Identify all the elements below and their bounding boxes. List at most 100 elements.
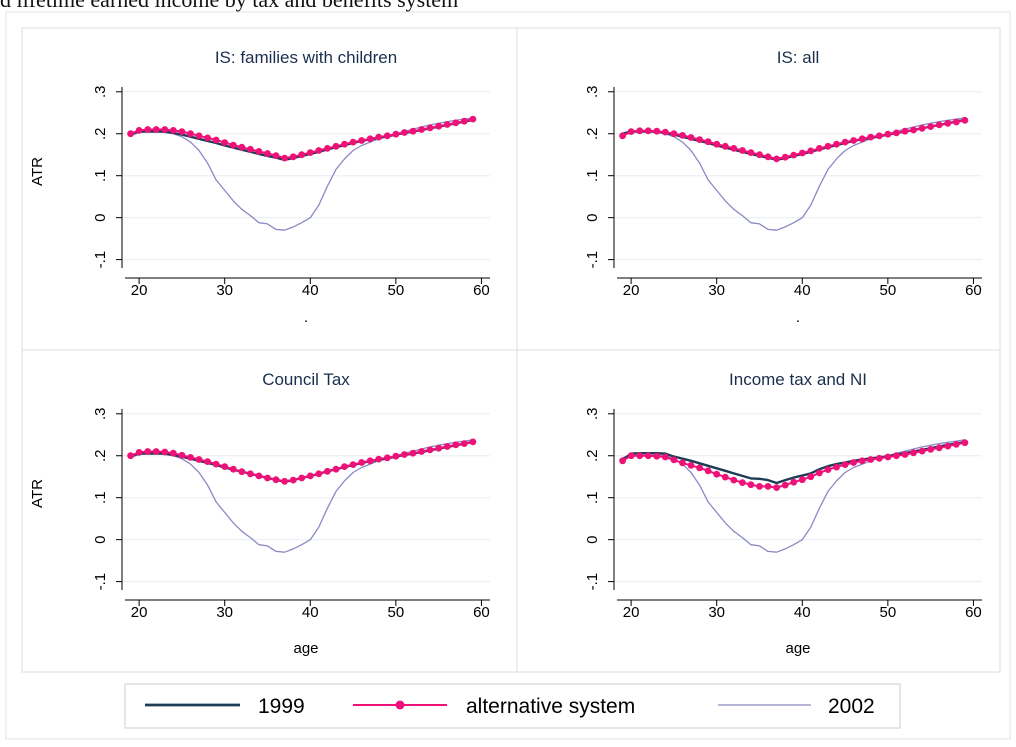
data-point	[910, 449, 917, 457]
data-point	[739, 479, 746, 486]
data-point	[756, 151, 763, 159]
legend-label: alternative system	[466, 695, 635, 718]
chart-panel-1: -.1 0 .1 .2 .3 20 30 40 50 60 IS: families with ch…	[29, 48, 490, 326]
data-point	[952, 441, 960, 448]
data-point	[255, 148, 263, 155]
data-point	[204, 458, 212, 465]
data-point	[426, 124, 434, 132]
data-point	[341, 140, 348, 148]
data-point	[627, 128, 635, 136]
data-point	[644, 127, 652, 135]
data-point	[161, 126, 169, 133]
data-point	[401, 451, 408, 458]
data-point	[901, 451, 909, 458]
data-point	[850, 137, 857, 144]
x-tick-label: 20	[623, 282, 640, 299]
chart-panel-4: -.1 0 .1 .2 .3 20 30 40 50 60 Income tax and NI age	[584, 370, 982, 657]
data-point	[409, 449, 417, 457]
data-point	[443, 443, 451, 450]
data-point	[867, 456, 875, 463]
data-point	[229, 141, 237, 149]
data-point	[653, 127, 661, 135]
x-tick-label: 50	[880, 604, 897, 621]
data-point	[927, 446, 935, 453]
x-tick-label: 30	[708, 282, 725, 299]
data-point	[178, 128, 186, 136]
data-point	[858, 135, 866, 143]
y-tick-label: .3	[92, 86, 109, 99]
y-tick-label: -.1	[584, 573, 601, 591]
data-point	[627, 452, 635, 460]
data-point	[358, 137, 365, 144]
y-tick-label: .1	[92, 491, 109, 504]
data-point	[747, 481, 755, 489]
data-point	[961, 116, 969, 124]
data-point	[644, 452, 652, 460]
y-tick-label: .1	[584, 169, 601, 182]
data-point	[298, 151, 306, 159]
data-point	[687, 462, 695, 469]
chart-panel-3: -.1 0 .1 .2 .3 20 30 40 50 60 Council Tax ATR age	[29, 370, 490, 657]
x-tick-label: 20	[623, 604, 640, 621]
y-tick-label: -.1	[92, 573, 109, 591]
chart-title: Council Tax	[262, 370, 350, 389]
data-point	[824, 142, 832, 150]
data-point	[127, 452, 134, 460]
data-point	[332, 142, 340, 150]
x-tick-label: 60	[473, 604, 490, 621]
data-point	[661, 453, 669, 461]
x-tick-label: 40	[794, 604, 811, 621]
data-point	[781, 153, 789, 161]
series-line-s2002	[130, 439, 473, 553]
x-axis-label: .	[796, 309, 800, 326]
data-point	[324, 467, 331, 475]
data-point	[918, 124, 926, 132]
data-point	[910, 126, 917, 134]
data-point	[255, 472, 263, 480]
x-tick-label: 20	[131, 604, 148, 621]
data-point	[315, 470, 323, 478]
data-point	[935, 121, 943, 129]
x-tick-label: 40	[794, 282, 811, 299]
x-tick-label: 50	[388, 282, 405, 299]
data-point	[383, 132, 391, 140]
data-point	[247, 145, 254, 153]
series-line-s2002	[130, 117, 473, 231]
data-point	[272, 152, 280, 160]
data-point	[169, 126, 177, 134]
data-point	[452, 441, 460, 449]
data-point	[221, 139, 229, 147]
x-axis-label: .	[304, 309, 308, 326]
data-point	[687, 134, 695, 141]
data-point	[469, 115, 477, 123]
series-line-s2002	[622, 117, 965, 231]
data-point	[144, 126, 152, 133]
data-point	[721, 473, 729, 481]
y-tick-label: -.1	[92, 251, 109, 269]
data-point	[730, 145, 738, 152]
data-point	[901, 127, 909, 135]
data-point	[264, 474, 271, 482]
data-point	[426, 446, 434, 454]
data-point	[756, 483, 763, 490]
data-point	[127, 130, 134, 138]
data-point	[204, 134, 212, 142]
y-tick-label: .2	[92, 449, 109, 462]
data-point	[212, 460, 220, 468]
data-point	[807, 147, 815, 155]
data-point	[169, 449, 177, 457]
y-tick-label: 0	[92, 535, 109, 543]
data-point	[187, 454, 194, 461]
y-tick-label: .3	[92, 408, 109, 421]
data-point	[619, 132, 626, 140]
figure-frame	[5, 11, 1011, 740]
y-tick-label: .1	[584, 491, 601, 504]
data-point	[790, 151, 798, 159]
y-tick-label: .2	[92, 127, 109, 140]
data-point	[696, 464, 703, 472]
data-point	[187, 130, 194, 138]
y-tick-label: .3	[584, 408, 601, 421]
data-point	[375, 455, 383, 463]
data-point	[409, 127, 417, 135]
data-point	[281, 477, 288, 485]
